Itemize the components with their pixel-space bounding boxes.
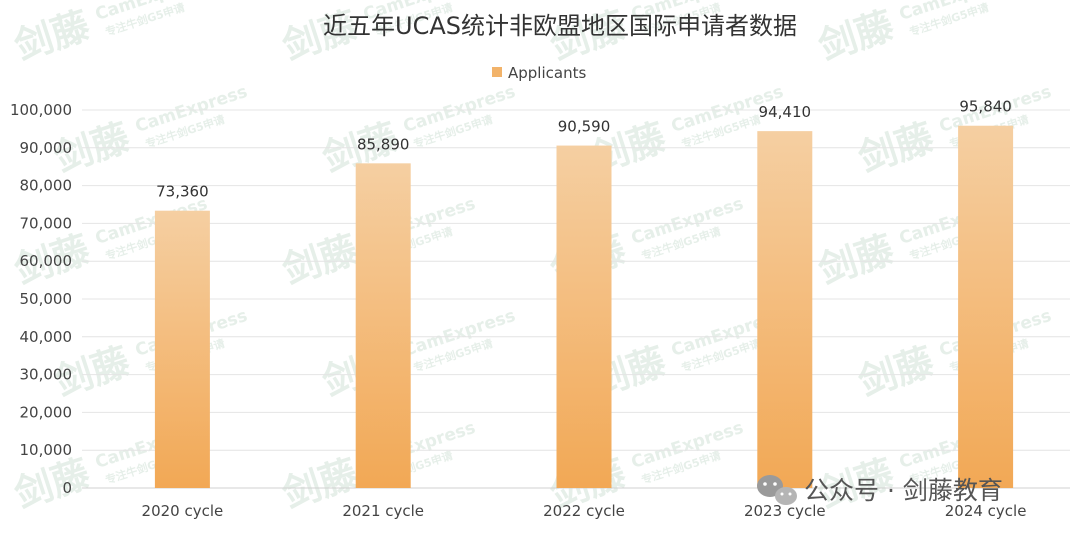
watermark-logo: 剑藤 — [813, 3, 900, 69]
legend-label: Applicants — [508, 64, 586, 82]
watermark-logo: 剑藤 — [9, 451, 96, 517]
data-label: 90,590 — [558, 118, 611, 136]
data-label: 95,840 — [959, 98, 1012, 116]
y-tick-label: 90,000 — [20, 139, 73, 157]
wechat-icon — [757, 475, 797, 505]
chart-title: 近五年UCAS统计非欧盟地区国际申请者数据 — [323, 12, 797, 40]
x-tick-label: 2023 cycle — [744, 502, 826, 520]
y-tick-label: 50,000 — [20, 290, 73, 308]
x-tick-label: 2020 cycle — [142, 502, 224, 520]
y-tick-label: 80,000 — [20, 177, 73, 195]
data-label: 85,890 — [357, 135, 410, 153]
watermark-logo: 剑藤 — [277, 227, 364, 293]
y-tick-label: 100,000 — [10, 101, 72, 119]
y-tick-label: 70,000 — [20, 214, 73, 232]
watermark-logo: 剑藤 — [813, 227, 900, 293]
legend-swatch — [492, 67, 502, 77]
data-label: 73,360 — [156, 183, 209, 201]
y-tick-label: 40,000 — [20, 328, 73, 346]
y-tick-label: 60,000 — [20, 252, 73, 270]
y-tick-label: 10,000 — [20, 441, 73, 459]
y-tick-label: 30,000 — [20, 366, 73, 384]
y-tick-label: 20,000 — [20, 403, 73, 421]
x-tick-label: 2021 cycle — [342, 502, 424, 520]
bar — [154, 210, 210, 488]
data-labels: 73,360 85,890 90,590 94,410 95,840 — [156, 98, 1012, 201]
bar — [355, 163, 411, 488]
bar — [556, 145, 612, 488]
watermark-logo: 剑藤 — [9, 3, 96, 69]
watermark-logo: 剑藤 — [853, 339, 940, 405]
y-tick-label: 0 — [62, 479, 72, 497]
footer-text: 公众号 · 剑藤教育 — [804, 476, 1003, 505]
bar — [958, 125, 1014, 489]
footer-account: 公众号 · 剑藤教育 — [757, 475, 1003, 505]
y-axis-ticks: 0 10,000 20,000 30,000 40,000 50,000 60,000 70,… — [10, 101, 72, 497]
x-tick-label: 2022 cycle — [543, 502, 625, 520]
legend: Applicants — [492, 64, 586, 82]
data-label: 94,410 — [759, 103, 812, 121]
x-axis-ticks: 2020 cycle 2021 cycle 2022 cycle 2023 cycle… — [142, 502, 1027, 520]
x-tick-label: 2024 cycle — [945, 502, 1027, 520]
bar — [757, 131, 813, 489]
bars — [154, 125, 1014, 489]
